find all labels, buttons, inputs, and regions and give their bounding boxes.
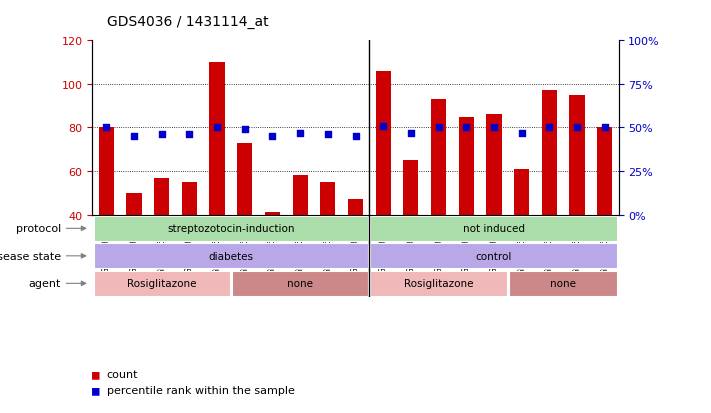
Text: disease state: disease state bbox=[0, 251, 61, 261]
Text: ■: ■ bbox=[92, 384, 100, 397]
Bar bbox=[348, 200, 363, 215]
Bar bbox=[210, 63, 225, 215]
Point bbox=[599, 125, 611, 131]
Bar bbox=[597, 128, 612, 215]
Point bbox=[378, 123, 389, 130]
Bar bbox=[431, 100, 447, 215]
Bar bbox=[94, 271, 230, 296]
Text: ■: ■ bbox=[92, 367, 100, 380]
Bar bbox=[570, 95, 584, 215]
Bar bbox=[370, 216, 617, 241]
Bar bbox=[459, 117, 474, 215]
Text: percentile rank within the sample: percentile rank within the sample bbox=[107, 385, 294, 395]
Text: none: none bbox=[550, 279, 576, 289]
Bar bbox=[370, 271, 507, 296]
Text: agent: agent bbox=[28, 279, 61, 289]
Point bbox=[156, 132, 167, 138]
Point bbox=[572, 125, 583, 131]
Bar bbox=[264, 213, 280, 215]
Point bbox=[488, 125, 500, 131]
Bar bbox=[99, 128, 114, 215]
Point bbox=[183, 132, 195, 138]
Point bbox=[350, 133, 361, 140]
Point bbox=[405, 130, 417, 137]
Point bbox=[267, 133, 278, 140]
Bar bbox=[154, 178, 169, 215]
Bar bbox=[127, 193, 141, 215]
Bar bbox=[320, 183, 336, 215]
Bar bbox=[94, 216, 368, 241]
Point bbox=[544, 125, 555, 131]
Text: GDS4036 / 1431114_at: GDS4036 / 1431114_at bbox=[107, 15, 268, 29]
Point bbox=[100, 125, 112, 131]
Bar bbox=[292, 176, 308, 215]
Point bbox=[128, 133, 139, 140]
Text: count: count bbox=[107, 369, 138, 379]
Text: diabetes: diabetes bbox=[208, 251, 253, 261]
Bar bbox=[486, 115, 501, 215]
Bar bbox=[514, 169, 529, 215]
Text: protocol: protocol bbox=[16, 224, 61, 234]
Bar bbox=[94, 244, 368, 269]
Text: streptozotocin-induction: streptozotocin-induction bbox=[167, 224, 294, 234]
Point bbox=[433, 125, 444, 131]
Bar bbox=[509, 271, 617, 296]
Bar bbox=[237, 143, 252, 215]
Bar bbox=[370, 244, 617, 269]
Bar bbox=[403, 161, 419, 215]
Point bbox=[239, 127, 250, 133]
Bar bbox=[232, 271, 368, 296]
Text: Rosiglitazone: Rosiglitazone bbox=[404, 279, 474, 289]
Point bbox=[461, 125, 472, 131]
Point bbox=[516, 130, 528, 137]
Point bbox=[294, 130, 306, 137]
Text: Rosiglitazone: Rosiglitazone bbox=[127, 279, 196, 289]
Text: control: control bbox=[476, 251, 512, 261]
Bar bbox=[182, 183, 197, 215]
Bar bbox=[542, 91, 557, 215]
Point bbox=[322, 132, 333, 138]
Text: not induced: not induced bbox=[463, 224, 525, 234]
Bar bbox=[375, 72, 391, 215]
Text: none: none bbox=[287, 279, 313, 289]
Point bbox=[211, 125, 223, 131]
